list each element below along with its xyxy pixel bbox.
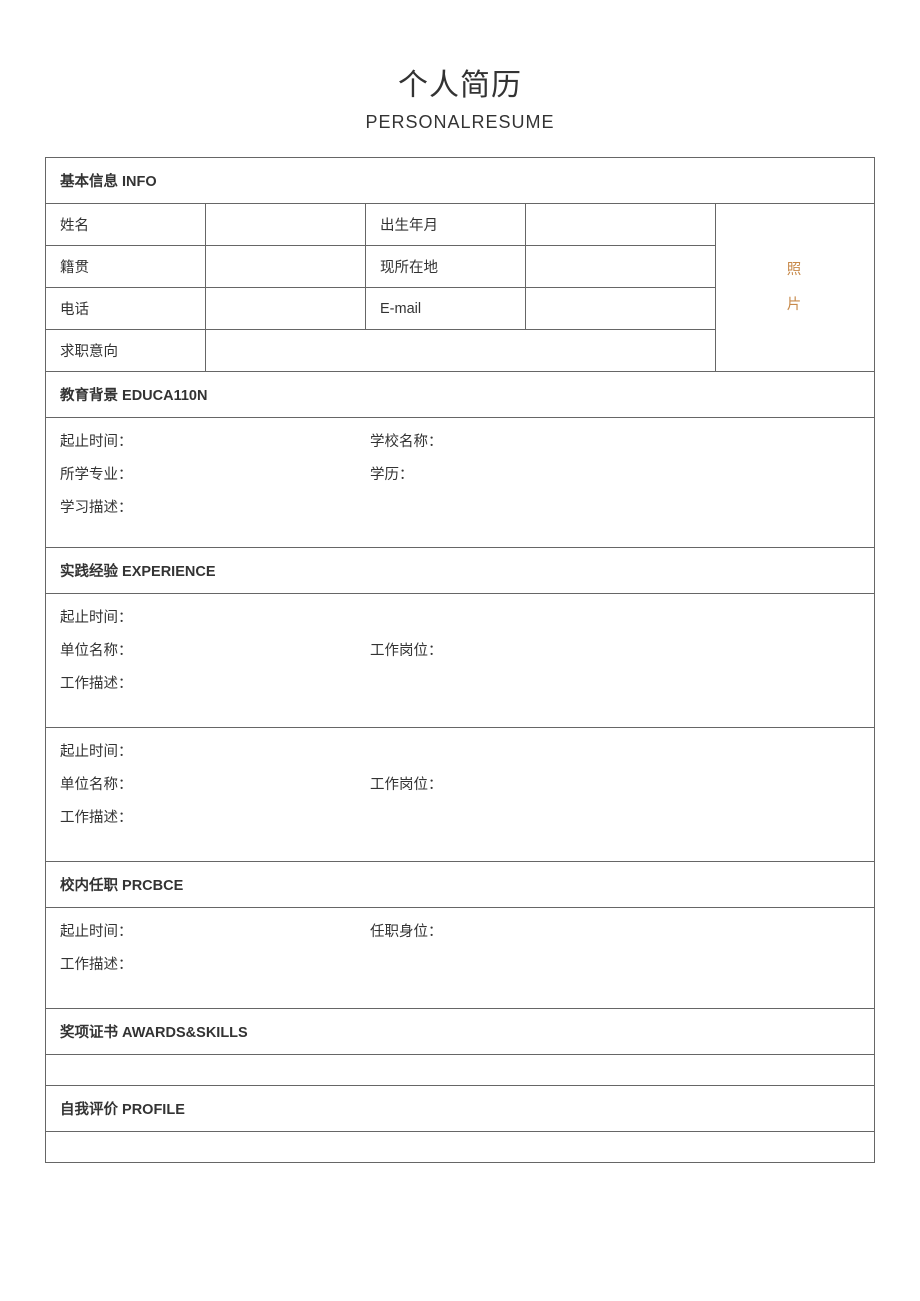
section-row-profile: 自我评价 PROFILE xyxy=(46,1086,875,1132)
education-content-row: 起止时间： 学校名称： 所学专业： 学历： 学习描述： xyxy=(46,418,875,548)
photo-placeholder: 照片 xyxy=(716,204,875,372)
exp2-desc-label: 工作描述： xyxy=(60,806,860,827)
experience-content-1: 起止时间： 单位名称： 工作岗位： 工作描述： xyxy=(46,594,875,728)
exp2-position-label: 工作岗位： xyxy=(370,773,680,794)
value-birth xyxy=(526,204,716,246)
section-row-info: 基本信息 INFO xyxy=(46,158,875,204)
prac-role-label: 任职身位： xyxy=(370,920,680,941)
exp2-period-label: 起止时间： xyxy=(60,740,860,761)
label-intention: 求职意向 xyxy=(46,330,206,372)
label-location: 现所在地 xyxy=(366,246,526,288)
section-header-awards: 奖项证书 AWARDS&SKILLS xyxy=(46,1009,875,1055)
practice-content: 起止时间： 任职身位： 工作描述： xyxy=(46,908,875,1009)
exp1-desc-label: 工作描述： xyxy=(60,672,860,693)
experience-content-row-2: 起止时间： 单位名称： 工作岗位： 工作描述： xyxy=(46,728,875,862)
prac-period-label: 起止时间： xyxy=(60,920,370,941)
exp1-period-label: 起止时间： xyxy=(60,606,860,627)
label-email: E-mail xyxy=(366,288,526,330)
label-birth: 出生年月 xyxy=(366,204,526,246)
edu-major-label: 所学专业： xyxy=(60,463,370,484)
awards-content xyxy=(46,1055,875,1086)
profile-content xyxy=(46,1132,875,1163)
value-email xyxy=(526,288,716,330)
edu-school-label: 学校名称： xyxy=(370,430,680,451)
practice-content-row: 起止时间： 任职身位： 工作描述： xyxy=(46,908,875,1009)
value-location xyxy=(526,246,716,288)
label-origin: 籍贯 xyxy=(46,246,206,288)
resume-page: 个人简历 PERSONALRESUME 基本信息 INFO 姓名 出生年月 照片… xyxy=(0,0,920,1203)
value-origin xyxy=(206,246,366,288)
info-row-name: 姓名 出生年月 照片 xyxy=(46,204,875,246)
section-header-education: 教育背景 EDUCA110N xyxy=(46,372,875,418)
section-header-info: 基本信息 INFO xyxy=(46,158,875,204)
edu-desc-label: 学习描述： xyxy=(60,496,860,517)
value-phone xyxy=(206,288,366,330)
value-intention xyxy=(206,330,716,372)
section-row-experience: 实践经验 EXPERIENCE xyxy=(46,548,875,594)
section-row-practice: 校内任职 PRCBCE xyxy=(46,862,875,908)
profile-content-row xyxy=(46,1132,875,1163)
section-row-awards: 奖项证书 AWARDS&SKILLS xyxy=(46,1009,875,1055)
section-header-profile: 自我评价 PROFILE xyxy=(46,1086,875,1132)
label-name: 姓名 xyxy=(46,204,206,246)
section-header-experience: 实践经验 EXPERIENCE xyxy=(46,548,875,594)
value-name xyxy=(206,204,366,246)
education-content: 起止时间： 学校名称： 所学专业： 学历： 学习描述： xyxy=(46,418,875,548)
section-header-practice: 校内任职 PRCBCE xyxy=(46,862,875,908)
section-row-education: 教育背景 EDUCA110N xyxy=(46,372,875,418)
exp2-company-label: 单位名称： xyxy=(60,773,370,794)
edu-period-label: 起止时间： xyxy=(60,430,370,451)
awards-content-row xyxy=(46,1055,875,1086)
experience-content-row-1: 起止时间： 单位名称： 工作岗位： 工作描述： xyxy=(46,594,875,728)
edu-degree-label: 学历： xyxy=(370,463,680,484)
prac-desc-label: 工作描述： xyxy=(60,953,860,974)
experience-content-2: 起止时间： 单位名称： 工作岗位： 工作描述： xyxy=(46,728,875,862)
exp1-position-label: 工作岗位： xyxy=(370,639,680,660)
label-phone: 电话 xyxy=(46,288,206,330)
exp1-company-label: 单位名称： xyxy=(60,639,370,660)
title-cn: 个人简历 xyxy=(45,60,875,104)
resume-table: 基本信息 INFO 姓名 出生年月 照片 籍贯 现所在地 电话 E-mail 求… xyxy=(45,157,875,1163)
title-en: PERSONALRESUME xyxy=(45,112,875,133)
